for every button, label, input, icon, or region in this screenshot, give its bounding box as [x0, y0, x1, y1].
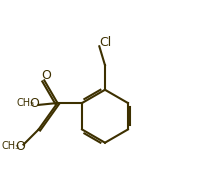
Text: CH₃: CH₃	[16, 98, 34, 108]
Text: Cl: Cl	[98, 36, 111, 49]
Text: O: O	[15, 140, 25, 153]
Text: O: O	[41, 69, 51, 82]
Text: O: O	[29, 97, 39, 109]
Text: CH₃: CH₃	[1, 142, 19, 151]
